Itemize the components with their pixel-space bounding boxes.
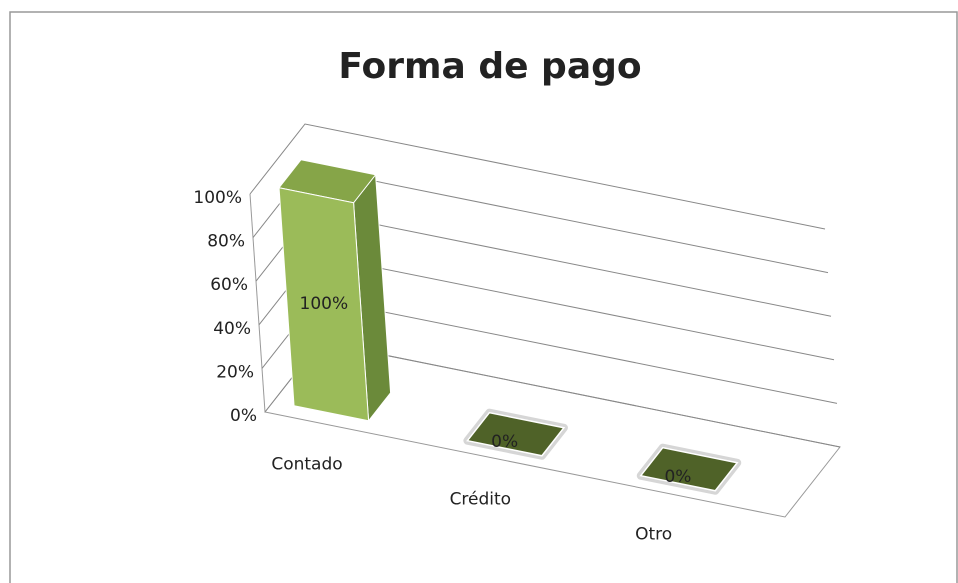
y-tick-label: 20% (216, 362, 254, 382)
x-tick-label: Crédito (450, 490, 512, 510)
data-label: 0% (664, 467, 691, 487)
x-tick-label: Otro (635, 525, 672, 545)
grid-line (249, 123, 826, 230)
bar (639, 446, 739, 492)
y-tick-label: 40% (213, 319, 251, 339)
chart-frame (9, 11, 958, 583)
y-tick-label: 60% (210, 275, 248, 295)
data-label: 0% (491, 432, 518, 452)
bar (278, 187, 370, 422)
data-label: 100% (300, 294, 349, 314)
chart-title: Forma de pago (338, 46, 641, 87)
y-tick-label: 80% (207, 232, 245, 252)
y-tick-label: 0% (230, 406, 257, 426)
bar (466, 411, 566, 457)
x-tick-label: Contado (271, 455, 342, 475)
y-tick-label: 100% (193, 188, 242, 208)
side-wall-edge (249, 193, 266, 413)
